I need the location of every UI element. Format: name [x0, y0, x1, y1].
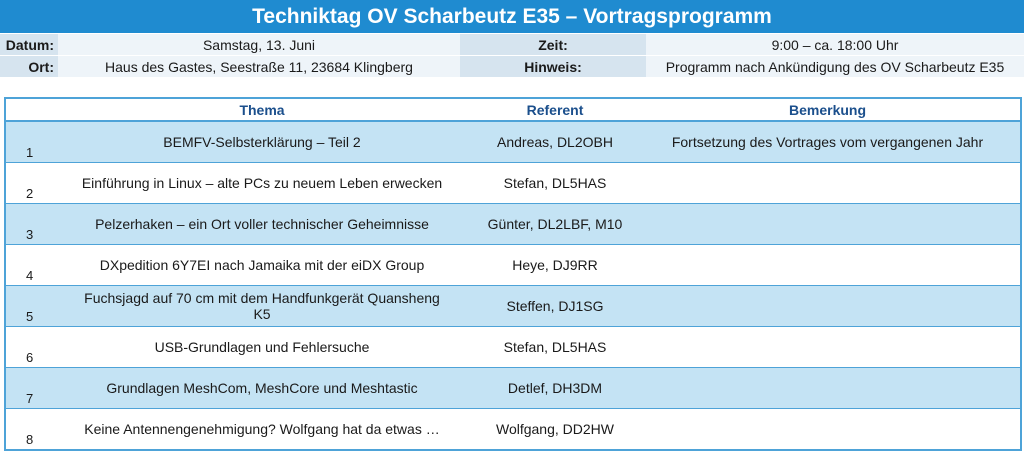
program-header-row: Thema Referent Bemerkung	[5, 98, 1021, 122]
talk-speaker: Günter, DL2LBF, M10	[475, 203, 635, 245]
talk-note	[635, 367, 1021, 409]
column-header-thema: Thema	[49, 98, 475, 122]
talk-speaker: Stefan, DL5HAS	[475, 162, 635, 204]
talk-note	[635, 326, 1021, 368]
talk-note	[635, 244, 1021, 286]
talk-number: 6	[5, 326, 49, 368]
info-row-place-note: Ort: Haus des Gastes, Seestraße 11, 2368…	[0, 55, 1024, 78]
talk-number: 3	[5, 203, 49, 245]
talk-note	[635, 408, 1021, 450]
talk-speaker: Stefan, DL5HAS	[475, 326, 635, 368]
table-row: 6 USB-Grundlagen und Fehlersuche Stefan,…	[5, 326, 1021, 368]
datum-label: Datum:	[0, 34, 58, 56]
talk-topic: Einführung in Linux – alte PCs zu neuem …	[49, 162, 475, 204]
talk-speaker: Wolfgang, DD2HW	[475, 408, 635, 450]
talk-note	[635, 162, 1021, 204]
talk-topic: Keine Antennengenehmigung? Wolfgang hat …	[49, 408, 475, 450]
talk-note	[635, 203, 1021, 245]
ort-value: Haus des Gastes, Seestraße 11, 23684 Kli…	[58, 55, 460, 78]
table-row: 7 Grundlagen MeshCom, MeshCore und Mesht…	[5, 367, 1021, 409]
talk-topic: Pelzerhaken – ein Ort voller technischer…	[49, 203, 475, 245]
talk-number: 1	[5, 120, 49, 163]
talk-speaker: Steffen, DJ1SG	[475, 285, 635, 327]
talk-topic: BEMFV-Selbsterklärung – Teil 2	[49, 120, 475, 163]
talk-speaker: Andreas, DL2OBH	[475, 120, 635, 163]
program-table: Thema Referent Bemerkung 1 BEMFV-Selbste…	[4, 97, 1022, 451]
talk-note: Fortsetzung des Vortrages vom vergangene…	[635, 120, 1021, 163]
talk-number: 8	[5, 408, 49, 450]
talk-number: 2	[5, 162, 49, 204]
talk-number: 5	[5, 285, 49, 327]
talk-topic: DXpedition 6Y7EI nach Jamaika mit der ei…	[49, 244, 475, 286]
zeit-label: Zeit:	[460, 34, 646, 56]
talk-speaker: Detlef, DH3DM	[475, 367, 635, 409]
table-row: 5 Fuchsjagd auf 70 cm mit dem Handfunkge…	[5, 285, 1021, 327]
table-row: 4 DXpedition 6Y7EI nach Jamaika mit der …	[5, 244, 1021, 286]
column-header-bemerkung: Bemerkung	[635, 98, 1021, 122]
table-row: 3 Pelzerhaken – ein Ort voller technisch…	[5, 203, 1021, 245]
talk-topic: Fuchsjagd auf 70 cm mit dem Handfunkgerä…	[49, 285, 475, 327]
page-title: Techniktag OV Scharbeutz E35 – Vortragsp…	[0, 0, 1024, 33]
talk-number: 4	[5, 244, 49, 286]
info-row-date-time: Datum: Samstag, 13. Juni Zeit: 9:00 – ca…	[0, 34, 1024, 56]
talk-topic: USB-Grundlagen und Fehlersuche	[49, 326, 475, 368]
hinweis-value: Programm nach Ankündigung des OV Scharbe…	[646, 55, 1024, 78]
table-row: 8 Keine Antennengenehmigung? Wolfgang ha…	[5, 408, 1021, 450]
zeit-value: 9:00 – ca. 18:00 Uhr	[646, 34, 1024, 56]
talk-topic: Grundlagen MeshCom, MeshCore und Meshtas…	[49, 367, 475, 409]
talk-speaker: Heye, DJ9RR	[475, 244, 635, 286]
event-info-table: Datum: Samstag, 13. Juni Zeit: 9:00 – ca…	[0, 34, 1024, 78]
datum-value: Samstag, 13. Juni	[58, 34, 460, 56]
hinweis-label: Hinweis:	[460, 55, 646, 78]
table-row: 2 Einführung in Linux – alte PCs zu neue…	[5, 162, 1021, 204]
table-row: 1 BEMFV-Selbsterklärung – Teil 2 Andreas…	[5, 120, 1021, 163]
talk-note	[635, 285, 1021, 327]
column-header-referent: Referent	[475, 98, 635, 122]
column-header-num	[5, 98, 49, 122]
talk-number: 7	[5, 367, 49, 409]
ort-label: Ort:	[0, 55, 58, 78]
